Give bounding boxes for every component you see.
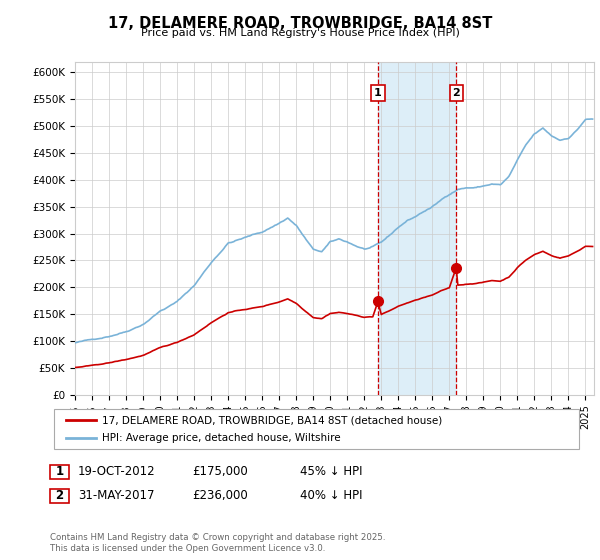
Text: 2: 2	[55, 489, 64, 502]
Text: 40% ↓ HPI: 40% ↓ HPI	[300, 489, 362, 502]
Text: 17, DELAMERE ROAD, TROWBRIDGE, BA14 8ST: 17, DELAMERE ROAD, TROWBRIDGE, BA14 8ST	[108, 16, 492, 31]
Text: 1: 1	[55, 465, 64, 478]
Text: HPI: Average price, detached house, Wiltshire: HPI: Average price, detached house, Wilt…	[102, 433, 341, 443]
Text: Contains HM Land Registry data © Crown copyright and database right 2025.
This d: Contains HM Land Registry data © Crown c…	[50, 533, 385, 553]
Text: Price paid vs. HM Land Registry's House Price Index (HPI): Price paid vs. HM Land Registry's House …	[140, 28, 460, 38]
Text: 2: 2	[452, 88, 460, 98]
Text: 1: 1	[374, 88, 382, 98]
Text: 31-MAY-2017: 31-MAY-2017	[78, 489, 155, 502]
Text: 17, DELAMERE ROAD, TROWBRIDGE, BA14 8ST (detached house): 17, DELAMERE ROAD, TROWBRIDGE, BA14 8ST …	[102, 415, 442, 425]
Text: £175,000: £175,000	[192, 465, 248, 478]
Text: £236,000: £236,000	[192, 489, 248, 502]
Text: 19-OCT-2012: 19-OCT-2012	[78, 465, 155, 478]
Text: 45% ↓ HPI: 45% ↓ HPI	[300, 465, 362, 478]
Bar	[378, 62, 456, 395]
